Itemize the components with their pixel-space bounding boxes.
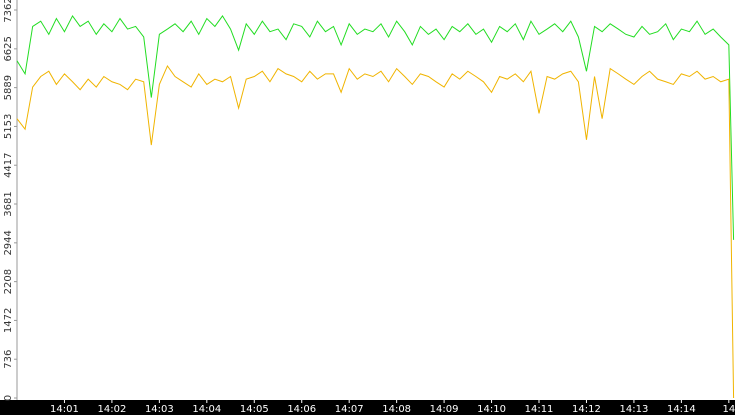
y-tick-label: 5153 xyxy=(3,114,14,139)
x-tick-label: 14:12 xyxy=(572,404,601,415)
y-tick-label: 5889 xyxy=(3,75,14,100)
x-tick-label: 14 xyxy=(722,404,735,415)
x-tick-label: 14:13 xyxy=(620,404,649,415)
y-tick-label: 1472 xyxy=(3,308,14,333)
series-line xyxy=(16,64,735,399)
y-tick-label: 2208 xyxy=(3,269,14,294)
y-tick-label: 6625 xyxy=(3,36,14,61)
y-tick-label: 7362 xyxy=(3,0,14,23)
x-axis-strip xyxy=(0,400,735,415)
x-tick-label: 14:07 xyxy=(335,404,364,415)
y-tick-label: 3681 xyxy=(3,191,14,216)
x-tick-label: 14:06 xyxy=(287,404,316,415)
x-tick-label: 14:04 xyxy=(192,404,221,415)
series-line xyxy=(16,14,735,240)
x-tick-label: 14:14 xyxy=(667,404,696,415)
x-tick-label: 14:10 xyxy=(477,404,506,415)
x-tick-label: 14:09 xyxy=(430,404,459,415)
y-tick-label: 736 xyxy=(3,350,14,369)
x-tick-label: 14:08 xyxy=(382,404,411,415)
y-tick-label: 4417 xyxy=(3,152,14,177)
x-tick-label: 14:03 xyxy=(145,404,174,415)
y-tick-label: 0 xyxy=(3,395,14,401)
x-tick-label: 14:05 xyxy=(240,404,269,415)
y-tick-label: 2944 xyxy=(3,230,14,255)
x-tick-label: 14:01 xyxy=(50,404,79,415)
x-tick-label: 14:11 xyxy=(525,404,554,415)
x-tick-label: 14:02 xyxy=(97,404,126,415)
